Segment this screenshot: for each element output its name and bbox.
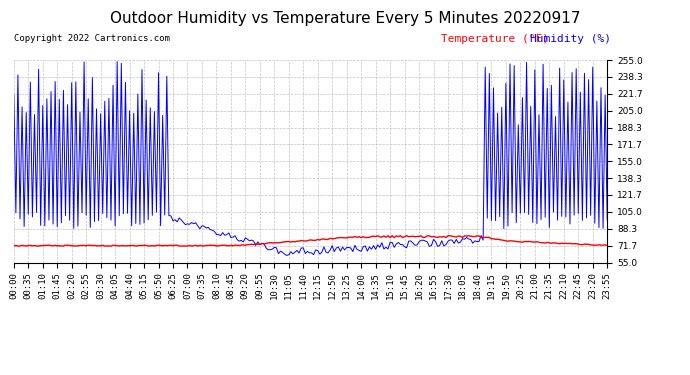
Text: Temperature (°F): Temperature (°F): [441, 34, 549, 44]
Text: Copyright 2022 Cartronics.com: Copyright 2022 Cartronics.com: [14, 34, 170, 43]
Text: Outdoor Humidity vs Temperature Every 5 Minutes 20220917: Outdoor Humidity vs Temperature Every 5 …: [110, 11, 580, 26]
Text: Humidity (%): Humidity (%): [530, 34, 611, 44]
